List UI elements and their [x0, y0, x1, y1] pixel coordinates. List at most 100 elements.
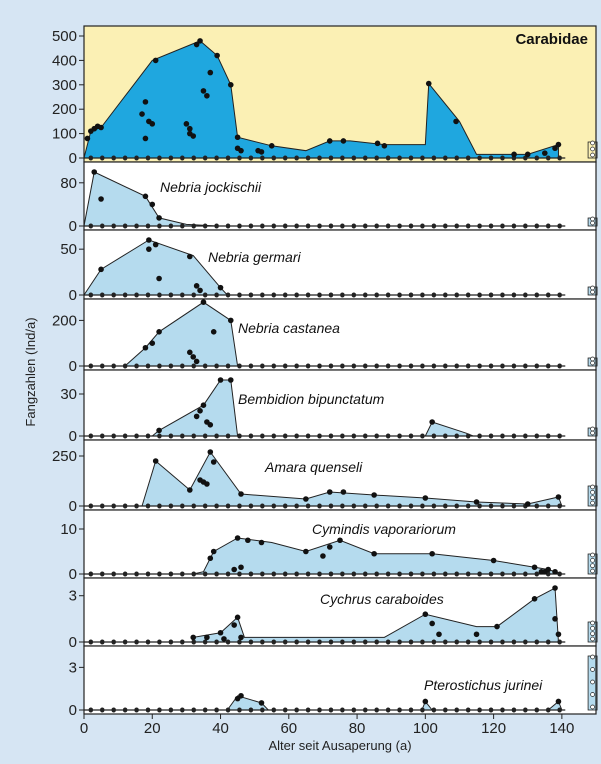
zero-catch-mark: [260, 363, 265, 369]
zero-catch-mark: [88, 503, 94, 509]
zero-catch-mark: [157, 503, 162, 509]
zero-catch-mark: [523, 223, 528, 229]
data-point: [227, 82, 234, 88]
zero-catch-mark: [283, 155, 288, 161]
zero-catch-mark: [546, 363, 551, 369]
data-point: [340, 489, 347, 495]
zero-catch-mark: [111, 363, 116, 369]
zero-catch-mark: [488, 571, 494, 577]
zero-catch-mark: [294, 571, 299, 577]
zero-catch-mark: [420, 363, 425, 369]
zero-catch-mark: [202, 433, 208, 439]
zero-catch-mark: [385, 639, 391, 645]
reference-point: [590, 679, 595, 685]
zero-catch-mark: [488, 707, 494, 713]
data-point: [555, 494, 562, 500]
reference-point: [590, 563, 595, 569]
y-tick-label: 100: [52, 126, 77, 143]
reference-point: [590, 489, 595, 495]
data-point: [190, 354, 197, 360]
zero-catch-mark: [488, 503, 494, 509]
zero-catch-mark: [397, 155, 402, 161]
zero-catch-mark: [100, 503, 105, 509]
data-point: [238, 634, 244, 641]
zero-catch-mark: [180, 707, 185, 713]
zero-catch-mark: [237, 503, 242, 509]
data-point: [234, 134, 241, 141]
data-point: [422, 495, 429, 501]
x-tick-label: 140: [549, 720, 574, 737]
zero-catch-mark: [283, 571, 288, 577]
zero-catch-mark: [134, 363, 139, 369]
zero-catch-mark: [191, 155, 196, 161]
zero-catch-mark: [454, 639, 459, 645]
y-tick-label: 500: [52, 28, 77, 45]
zero-catch-mark: [100, 707, 105, 713]
zero-catch-mark: [145, 292, 151, 298]
series-label: Bembidion bipunctatum: [238, 391, 385, 407]
zero-catch-mark: [408, 292, 414, 298]
data-point: [187, 253, 193, 260]
zero-catch-mark: [374, 503, 379, 509]
data-point: [200, 88, 207, 94]
zero-catch-mark: [283, 503, 288, 509]
data-point: [524, 501, 531, 507]
data-point: [258, 700, 265, 706]
zero-catch-mark: [546, 155, 551, 161]
zero-catch-mark: [294, 155, 299, 161]
zero-catch-mark: [317, 433, 322, 439]
y-tick-label: 400: [52, 52, 77, 69]
zero-catch-mark: [477, 433, 482, 439]
zero-catch-mark: [260, 292, 265, 298]
zero-catch-mark: [397, 433, 402, 439]
zero-catch-mark: [283, 433, 288, 439]
zero-catch-mark: [534, 292, 539, 298]
zero-catch-mark: [283, 292, 288, 298]
zero-catch-mark: [465, 223, 471, 229]
data-point: [320, 553, 326, 559]
zero-catch-mark: [271, 503, 276, 509]
reference-point: [590, 426, 595, 432]
zero-catch-mark: [488, 433, 494, 439]
data-point: [552, 568, 558, 575]
zero-catch-mark: [408, 155, 414, 161]
zero-catch-mark: [134, 155, 139, 161]
data-point: [303, 548, 309, 555]
data-point: [210, 548, 217, 555]
data-point: [422, 611, 429, 618]
zero-catch-mark: [134, 503, 139, 509]
zero-catch-mark: [271, 223, 276, 229]
zero-catch-mark: [385, 571, 391, 577]
series-label: Amara quenseli: [264, 459, 363, 475]
y-tick-label: 300: [52, 77, 77, 94]
reference-point: [590, 704, 595, 710]
x-tick-label: 20: [144, 720, 161, 737]
panel-background: [84, 162, 596, 230]
data-point: [524, 151, 531, 158]
zero-catch-mark: [557, 363, 562, 369]
data-point: [221, 636, 227, 642]
data-point: [234, 614, 241, 621]
zero-catch-mark: [260, 223, 265, 229]
zero-catch-mark: [465, 155, 471, 161]
zero-catch-mark: [317, 639, 322, 645]
zero-catch-mark: [385, 155, 391, 161]
zero-catch-mark: [191, 571, 196, 577]
zero-catch-mark: [328, 503, 334, 509]
zero-catch-mark: [546, 223, 551, 229]
zero-catch-mark: [145, 639, 151, 645]
zero-catch-mark: [283, 707, 288, 713]
zero-catch-mark: [500, 503, 505, 509]
zero-catch-mark: [385, 433, 391, 439]
panel-background: [84, 646, 596, 714]
zero-catch-mark: [168, 292, 174, 298]
data-point: [156, 215, 162, 221]
data-point: [473, 499, 480, 505]
y-tick-label: 0: [69, 566, 77, 583]
zero-catch-mark: [363, 571, 368, 577]
zero-catch-mark: [523, 433, 528, 439]
zero-catch-mark: [443, 223, 448, 229]
data-point: [187, 487, 193, 493]
zero-catch-mark: [294, 363, 299, 369]
zero-catch-mark: [225, 292, 231, 298]
